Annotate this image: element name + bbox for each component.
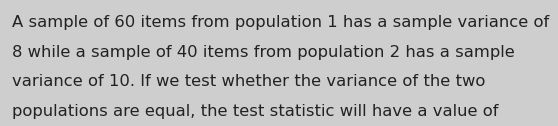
Text: populations are equal, the test statistic will have a value of: populations are equal, the test statisti…: [12, 104, 499, 119]
Text: variance of 10. If we test whether the variance of the two: variance of 10. If we test whether the v…: [12, 74, 485, 89]
Text: A sample of 60 items from population 1 has a sample variance of: A sample of 60 items from population 1 h…: [12, 15, 550, 30]
Text: 8 while a sample of 40 items from population 2 has a sample: 8 while a sample of 40 items from popula…: [12, 45, 515, 60]
